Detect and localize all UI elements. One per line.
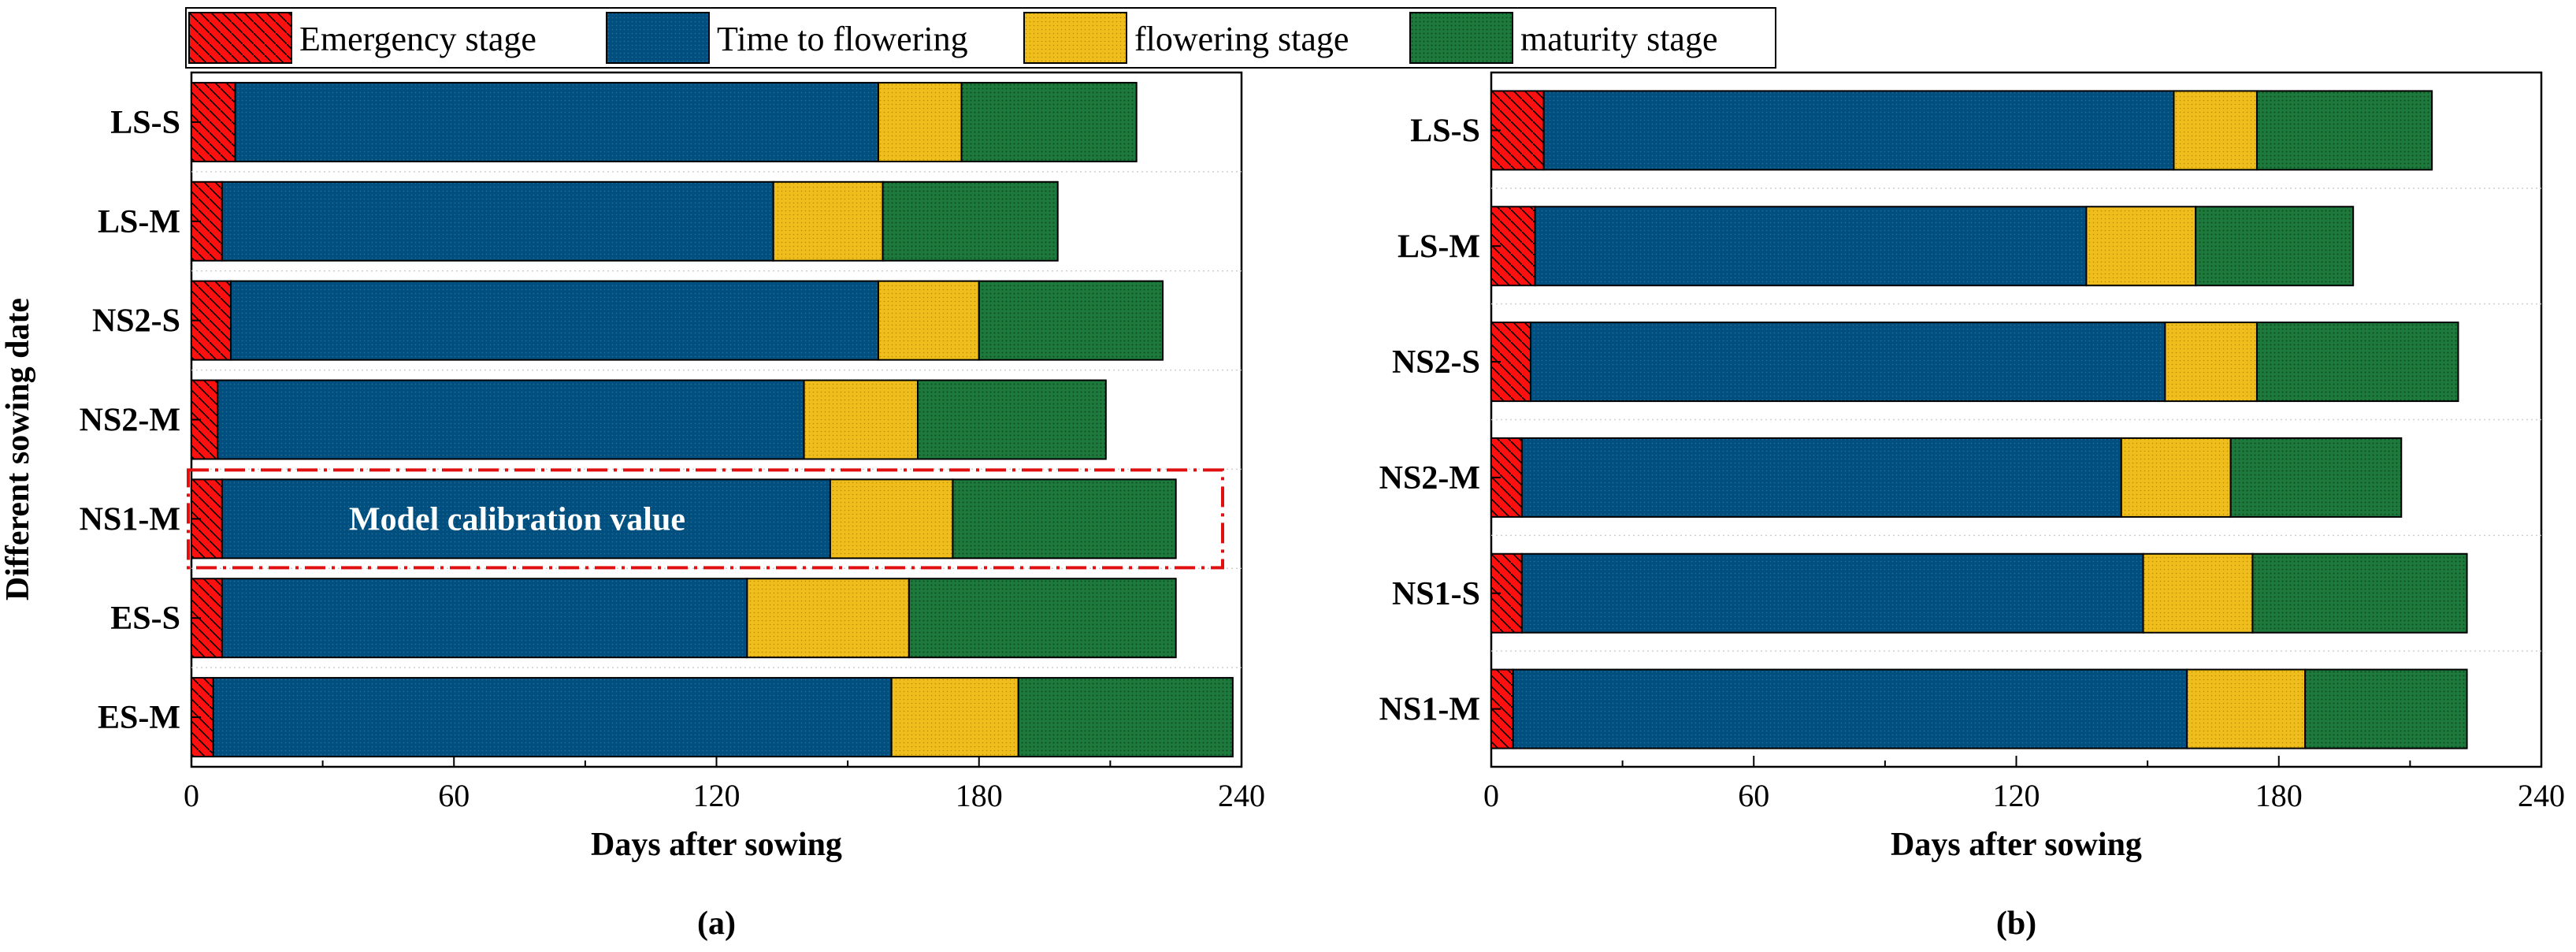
bar-es-m-time-to-flowering — [212, 677, 893, 758]
bar-ns2-m-flowering-stage — [2120, 437, 2232, 518]
x-tick-label: 180 — [2255, 778, 2303, 813]
x-tick-label: 120 — [1993, 778, 2040, 813]
bar-ns1-m-maturity-stage — [952, 478, 1177, 560]
bar-ls-s-maturity-stage — [960, 81, 1138, 162]
panel-a: 0 60 120 180 240 Days after sowing (a) LS-S LS-M… — [80, 71, 1265, 942]
x-tick-label: 60 — [1738, 778, 1769, 813]
bar-ls-s-time-to-flowering — [1542, 90, 2175, 171]
legend-label-time-to-flowering: Time to flowering — [717, 20, 968, 58]
bar-ns1-m-maturity-stage — [2304, 668, 2468, 749]
bar-ns2-m-flowering-stage — [803, 379, 919, 460]
bar-ls-s-maturity-stage — [2255, 90, 2433, 171]
legend-item-emergency: Emergency stage — [188, 12, 536, 64]
legend: Emergency stage Time to flowering flower… — [185, 7, 1776, 69]
bar-ls-s-time-to-flowering — [234, 81, 880, 162]
bar-es-s-time-to-flowering — [221, 578, 748, 659]
legend-label-emergency: Emergency stage — [299, 20, 536, 58]
x-tick-label: 0 — [1483, 778, 1499, 813]
bar-ls-m-maturity-stage — [882, 180, 1059, 262]
bar-ls-m-time-to-flowering — [1534, 206, 2088, 287]
bar-ns1-s-maturity-stage — [2251, 552, 2468, 634]
bar-ls-m-time-to-flowering — [221, 180, 774, 262]
category-label-ns2-s: NS2-S — [1392, 344, 1480, 381]
bar-ns1-m-flowering-stage — [829, 478, 954, 560]
bar-es-s-maturity-stage — [908, 578, 1177, 659]
bar-ns2-s-flowering-stage — [878, 280, 980, 361]
bar-ls-s-flowering-stage — [2173, 90, 2258, 171]
bar-es-m-flowering-stage — [890, 677, 1019, 758]
legend-label-flowering: flowering stage — [1134, 20, 1349, 58]
bar-es-m-maturity-stage — [1017, 677, 1234, 758]
x-tick-label: 60 — [438, 778, 470, 813]
bar-ns2-s-maturity-stage — [2255, 322, 2459, 403]
x-axis-title: Days after sowing — [1891, 827, 2142, 863]
bar-ls-m-flowering-stage — [2085, 206, 2197, 287]
bar-ns1-s-time-to-flowering — [1520, 552, 2144, 634]
y-axis-title: Different sowing date — [0, 298, 36, 601]
bar-ns2-m-time-to-flowering — [217, 379, 805, 460]
category-label-ns1-m: NS1-M — [1379, 692, 1480, 728]
bar-ns1-m-flowering-stage — [2186, 668, 2307, 749]
legend-swatch-maturity — [1409, 12, 1513, 64]
category-label-ns2-m: NS2-M — [1379, 460, 1480, 496]
panel-label: (a) — [697, 906, 736, 942]
legend-swatch-flowering — [1023, 12, 1127, 64]
calibration-annotation: Model calibration value — [349, 501, 685, 537]
legend-label-maturity: maturity stage — [1520, 20, 1718, 58]
bar-ns2-s-flowering-stage — [2164, 322, 2258, 403]
category-label-ns2-m: NS2-M — [80, 403, 180, 439]
legend-item-flowering: flowering stage — [1023, 12, 1349, 64]
legend-swatch-time-to-flowering — [606, 12, 710, 64]
category-label-ls-s: LS-S — [110, 105, 180, 141]
bar-ns2-m-maturity-stage — [2229, 437, 2403, 518]
legend-swatch-emergency — [188, 12, 292, 64]
legend-item-maturity: maturity stage — [1409, 12, 1718, 64]
category-label-ns2-s: NS2-S — [92, 303, 180, 340]
bar-ns2-s-time-to-flowering — [1529, 322, 2166, 403]
category-label-ns1-s: NS1-S — [1392, 576, 1480, 612]
bar-ls-m-flowering-stage — [772, 180, 884, 262]
legend-item-time-to-flowering: Time to flowering — [606, 12, 968, 64]
bar-ns1-s-flowering-stage — [2142, 552, 2254, 634]
x-axis-title: Days after sowing — [591, 827, 842, 863]
bar-ns2-s-maturity-stage — [978, 280, 1164, 361]
bar-ns1-m-time-to-flowering — [1512, 668, 2188, 749]
bar-ls-s-flowering-stage — [878, 81, 963, 162]
category-label-es-s: ES-S — [110, 601, 180, 637]
x-tick-label: 240 — [1218, 778, 1265, 813]
bar-es-s-flowering-stage — [746, 578, 910, 659]
category-label-es-m: ES-M — [98, 700, 180, 736]
bar-ns1-m-time-to-flowering — [221, 478, 831, 560]
x-tick-label: 240 — [2518, 778, 2565, 813]
bar-ns2-s-time-to-flowering — [229, 280, 880, 361]
x-tick-label: 0 — [184, 778, 199, 813]
category-label-ls-m: LS-M — [98, 204, 180, 240]
x-tick-label: 180 — [956, 778, 1003, 813]
bar-ns2-m-maturity-stage — [916, 379, 1107, 460]
category-label-ls-s: LS-S — [1410, 113, 1480, 149]
panel-label: (b) — [1996, 906, 2036, 942]
bar-ns2-m-time-to-flowering — [1520, 437, 2122, 518]
calibration-highlight-box — [187, 468, 1224, 570]
panel-b: 0 60 120 180 240 Days after sowing (b) LS-S LS-M… — [1379, 71, 2565, 942]
category-label-ls-m: LS-M — [1397, 229, 1480, 265]
bar-ls-m-maturity-stage — [2195, 206, 2355, 287]
category-label-ns1-m: NS1-M — [80, 501, 180, 537]
x-tick-label: 120 — [693, 778, 741, 813]
